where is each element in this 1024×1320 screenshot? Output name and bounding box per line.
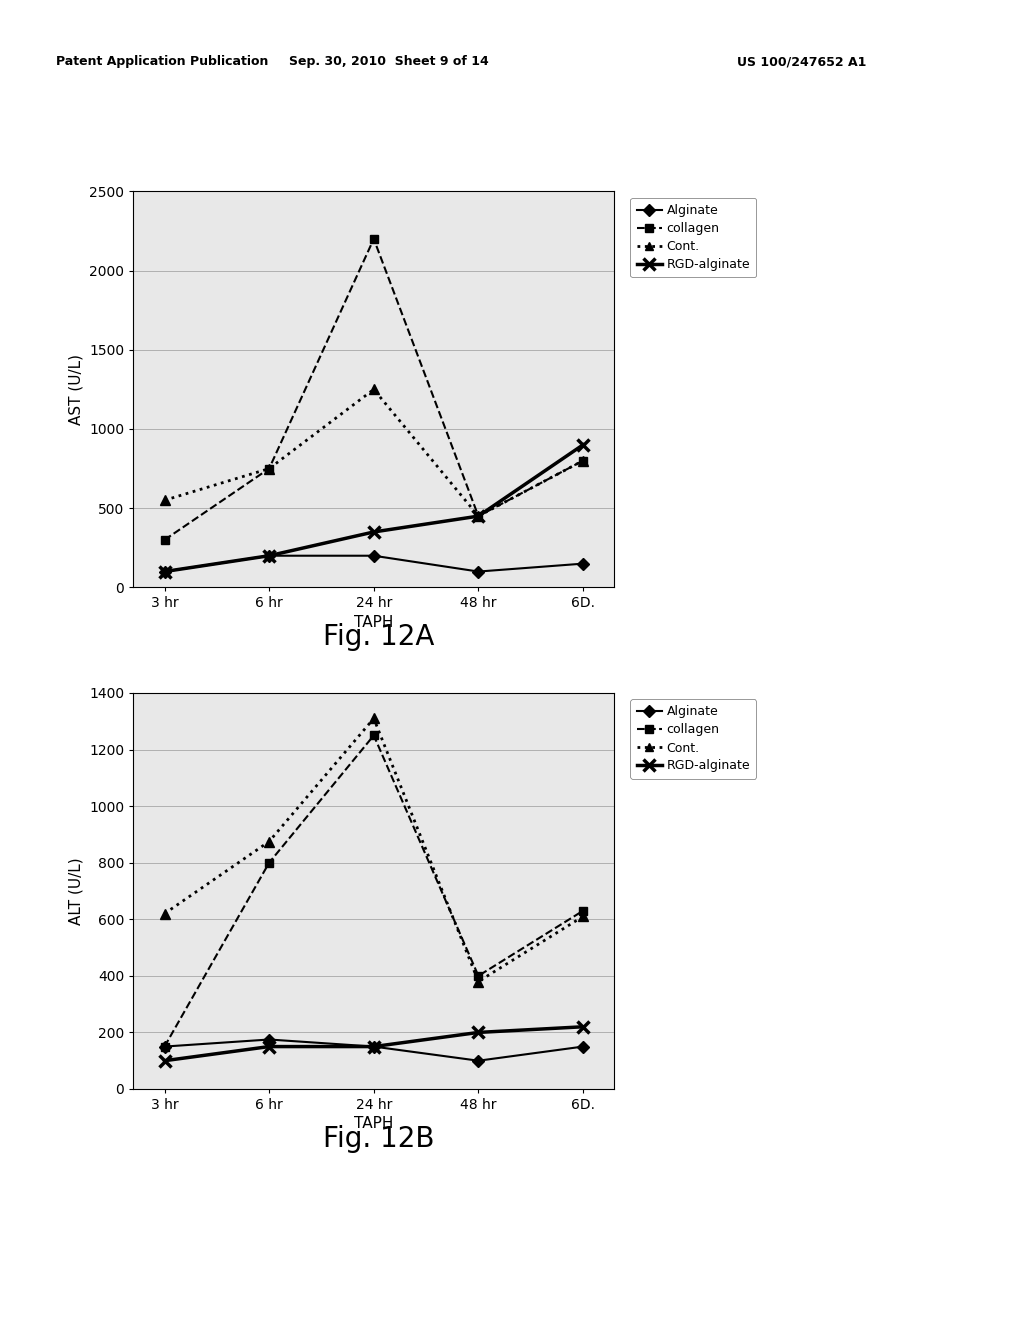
X-axis label: TAPH: TAPH xyxy=(354,615,393,630)
X-axis label: TAPH: TAPH xyxy=(354,1117,393,1131)
Y-axis label: AST (U/L): AST (U/L) xyxy=(69,354,83,425)
Legend: Alginate, collagen, Cont., RGD-alginate: Alginate, collagen, Cont., RGD-alginate xyxy=(631,700,757,779)
Legend: Alginate, collagen, Cont., RGD-alginate: Alginate, collagen, Cont., RGD-alginate xyxy=(631,198,757,277)
Text: Fig. 12A: Fig. 12A xyxy=(324,623,434,651)
Text: Fig. 12B: Fig. 12B xyxy=(324,1125,434,1152)
Y-axis label: ALT (U/L): ALT (U/L) xyxy=(69,857,83,925)
Text: Sep. 30, 2010  Sheet 9 of 14: Sep. 30, 2010 Sheet 9 of 14 xyxy=(289,55,489,69)
Text: US 100/247652 A1: US 100/247652 A1 xyxy=(737,55,866,69)
Text: Patent Application Publication: Patent Application Publication xyxy=(56,55,268,69)
